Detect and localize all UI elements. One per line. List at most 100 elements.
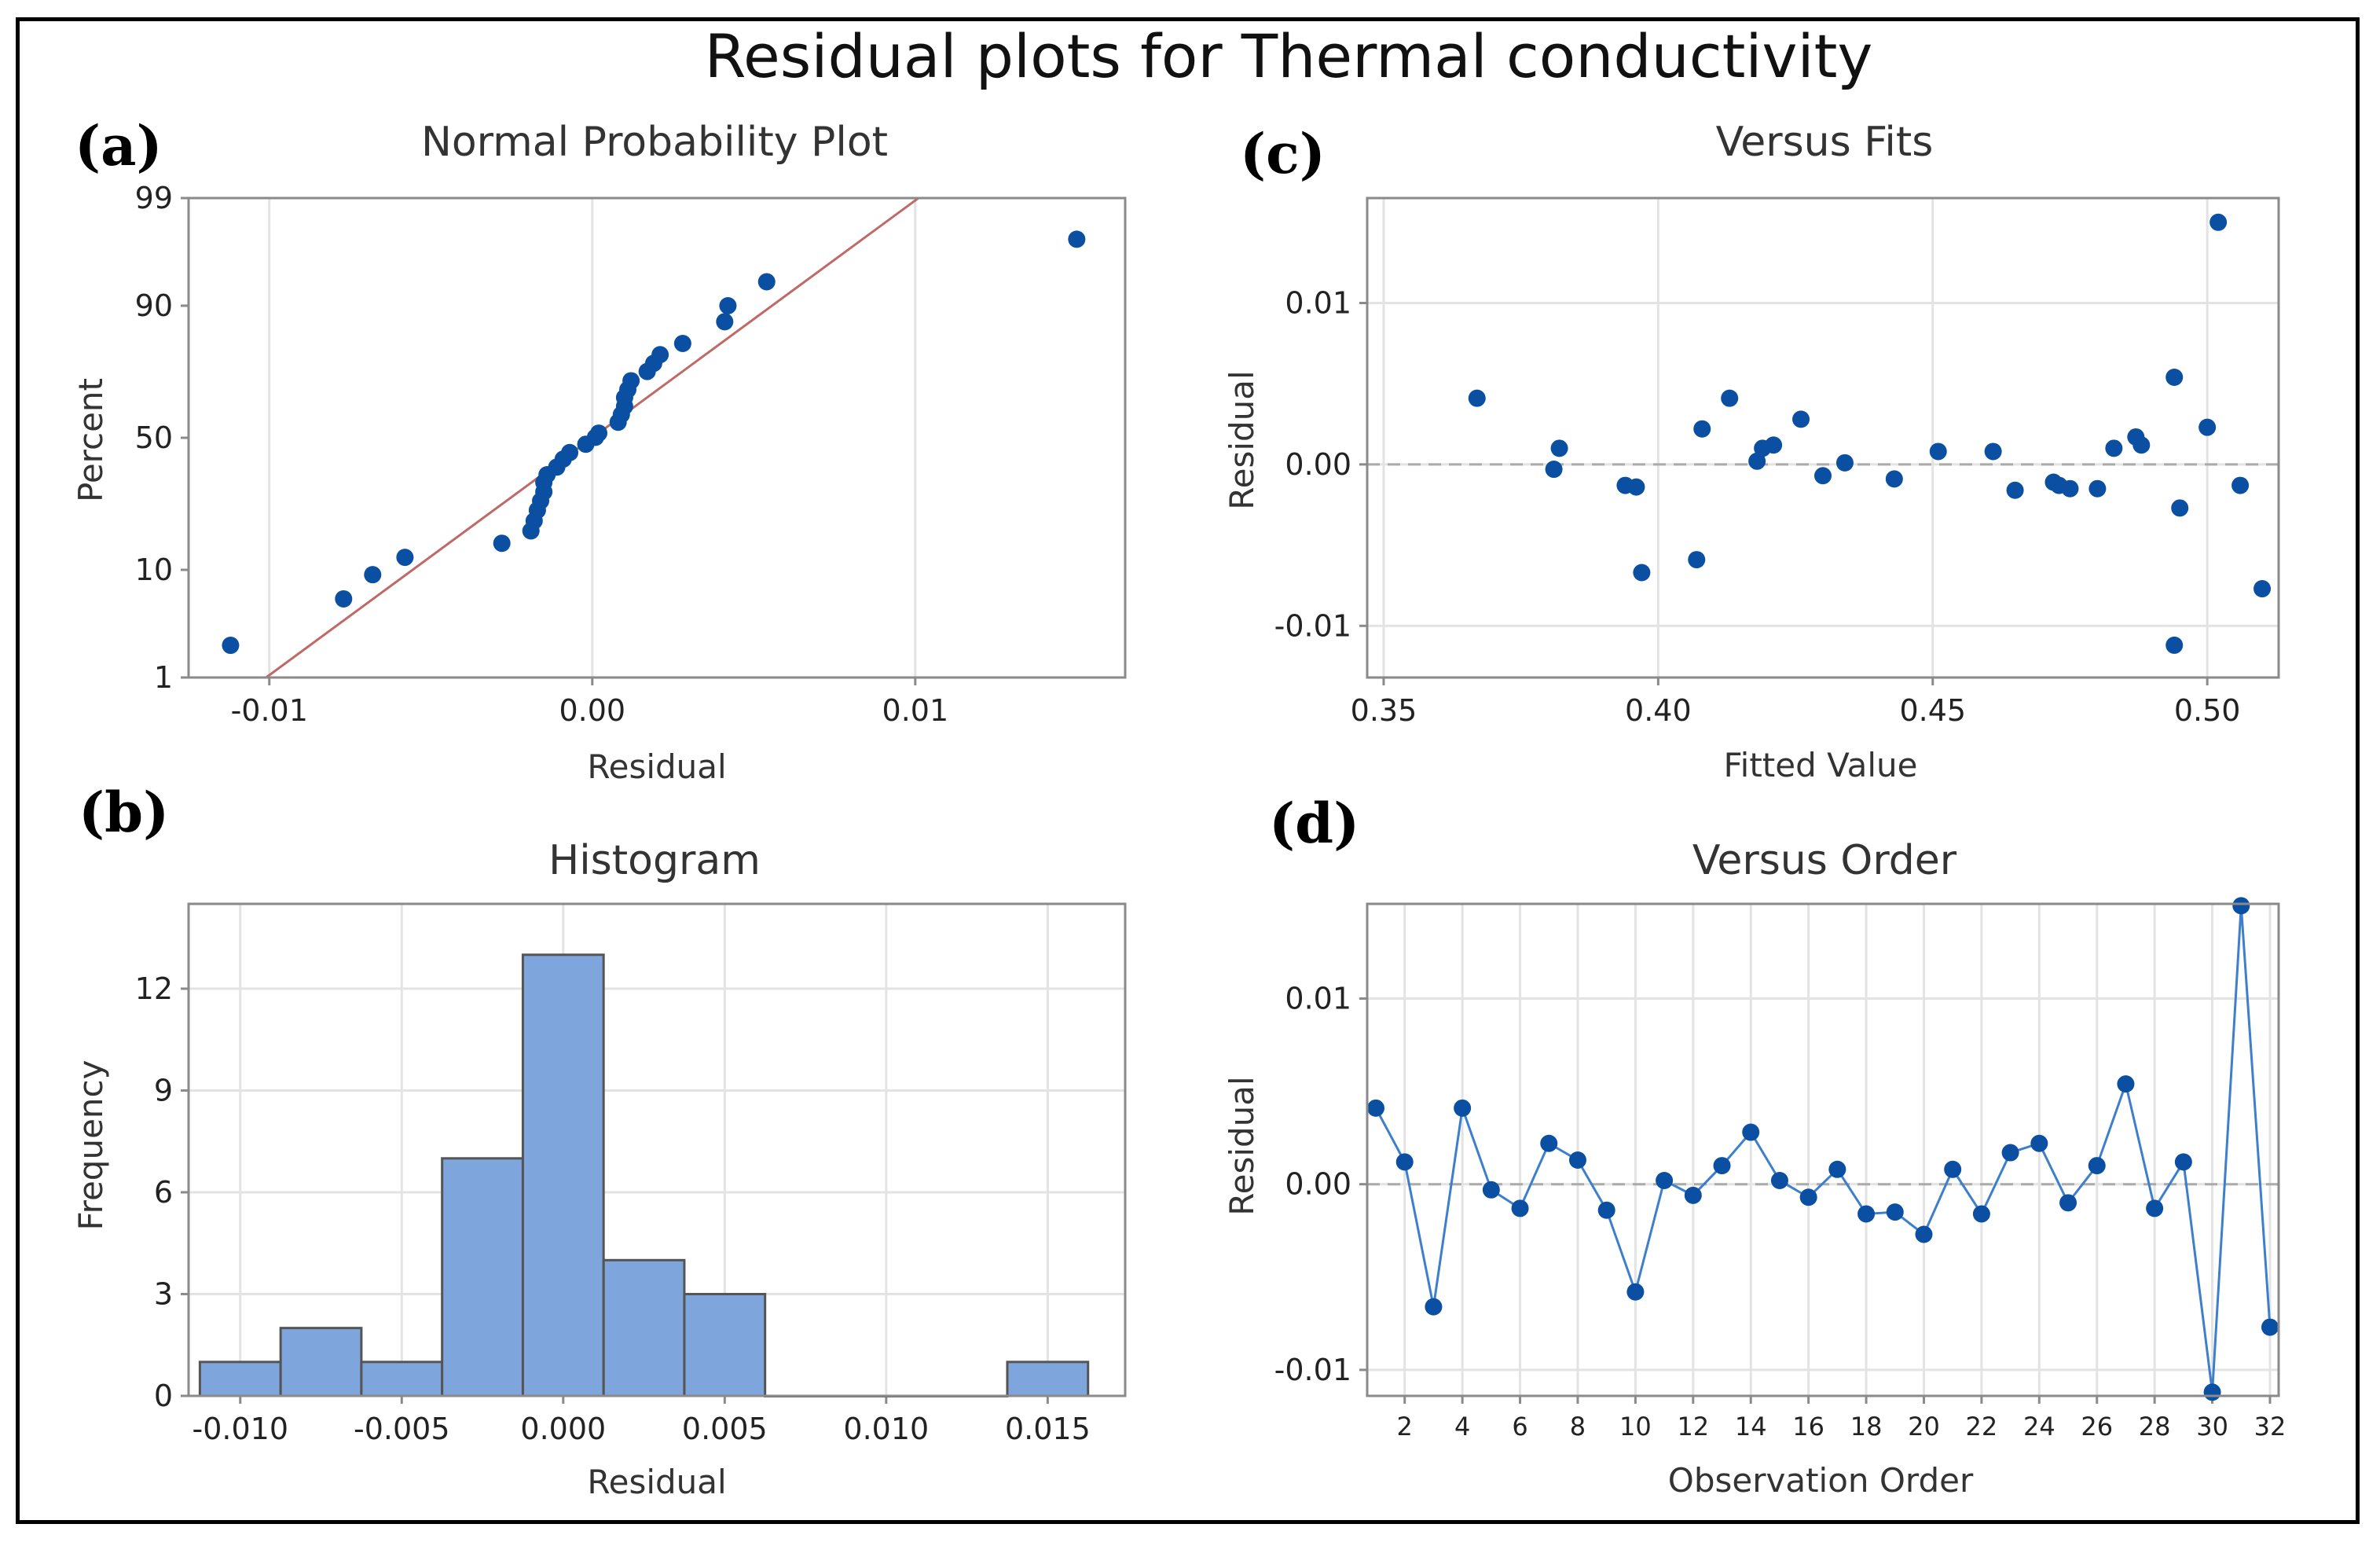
data-point: [1885, 470, 1903, 488]
data-point: [1944, 1160, 1962, 1178]
panel-d-x-tick-label: 16: [1792, 1412, 1824, 1441]
data-point: [2001, 1144, 2019, 1162]
panel-a-xlabel: Residual: [587, 747, 726, 786]
panel-d-x-tick-label: 26: [2081, 1412, 2113, 1441]
data-point: [2232, 897, 2250, 915]
panel-b-plot-frame: [187, 902, 1127, 1397]
panel-d-x-tick-label: 22: [1966, 1412, 1998, 1441]
panel-d-x-tick-label: 14: [1735, 1412, 1767, 1441]
data-point: [673, 334, 691, 352]
data-point: [1984, 443, 2002, 461]
data-point: [1550, 439, 1568, 457]
data-point: [2117, 1075, 2135, 1093]
data-point: [1828, 1160, 1846, 1178]
panel-d-y-tick-label: 0.00: [1285, 1167, 1351, 1202]
panel-b-x-tick-label: -0.005: [354, 1412, 450, 1446]
panel-versus-order: (d) Versus Order Observation Order Resid…: [1223, 791, 2286, 1500]
data-point: [1454, 1099, 1472, 1117]
data-point: [2171, 499, 2189, 517]
panel-letter-b: (b): [79, 780, 169, 845]
series-line: [1374, 905, 2272, 1393]
data-point: [590, 424, 608, 443]
data-point: [2174, 1153, 2192, 1171]
panel-versus-fits: (c) Versus Fits Fitted Value Residual 0.…: [1223, 119, 2280, 784]
panel-c-x-tick-label: 0.40: [1625, 693, 1692, 728]
data-point: [2253, 580, 2272, 598]
data-point: [2261, 1318, 2279, 1336]
panel-c-ylabel: Residual: [1223, 370, 1261, 509]
data-point: [2132, 436, 2151, 454]
data-point: [2059, 1194, 2077, 1212]
panel-b-y-tick-label: 0: [154, 1379, 173, 1413]
panel-c-y-tick-label: 0.01: [1285, 286, 1351, 321]
panel-d-x-tick-label: 12: [1677, 1412, 1709, 1441]
data-point: [2165, 368, 2184, 386]
panel-b-x-tick-label: 0.000: [520, 1412, 606, 1446]
data-point: [1425, 1298, 1443, 1316]
panel-normal-probability: (a) Normal Probability Plot Residual Per…: [72, 113, 1127, 786]
histogram-bar: [521, 953, 605, 1397]
panel-b-y-tick-label: 9: [154, 1073, 173, 1107]
panel-d-x-tick-label: 4: [1454, 1412, 1470, 1441]
panel-b-y-tick-label: 12: [135, 971, 173, 1006]
panel-d-x-tick-label: 24: [2023, 1412, 2055, 1441]
panel-d-x-tick-label: 30: [2196, 1412, 2228, 1441]
panel-d-x-tick-label: 32: [2254, 1412, 2286, 1441]
panel-b-xlabel: Residual: [587, 1463, 726, 1501]
figure-title: Residual plots for Thermal conductivity: [705, 21, 1873, 91]
panel-d-x-tick-label: 2: [1397, 1412, 1413, 1441]
data-point: [1468, 389, 1486, 407]
panel-d-x-tick-label: 8: [1570, 1412, 1586, 1441]
panel-b-y-tick-label: 3: [154, 1276, 173, 1311]
data-point: [1633, 564, 1651, 582]
panel-letter-a: (a): [75, 113, 163, 178]
panel-a-y-tick-label: 1: [154, 660, 173, 695]
data-point: [1765, 436, 1783, 454]
panel-c-x-tick-label: 0.45: [1899, 693, 1966, 728]
data-point: [1721, 389, 1739, 407]
data-point: [1656, 1171, 1674, 1189]
panel-d-y-tick-label: 0.01: [1285, 981, 1351, 1015]
data-point: [493, 534, 511, 553]
data-point: [2198, 418, 2217, 436]
panel-a-plot-frame: [187, 196, 1127, 679]
panel-d-ylabel: Residual: [1223, 1076, 1261, 1215]
data-point: [1742, 1123, 1760, 1141]
panel-b-y-tick-label: 6: [154, 1175, 173, 1210]
histogram-bar: [360, 1361, 444, 1397]
panel-a-x-tick-label: 0.01: [882, 693, 949, 728]
data-point: [1395, 1153, 1414, 1171]
data-point: [1929, 443, 1947, 461]
panel-c-xlabel: Fitted Value: [1724, 746, 1918, 784]
data-point: [2146, 1199, 2164, 1217]
data-point: [2203, 1383, 2221, 1401]
data-point: [1482, 1181, 1500, 1199]
data-point: [2088, 479, 2107, 498]
data-point: [1545, 461, 1563, 479]
panel-d-title: Versus Order: [1692, 837, 1957, 884]
data-point: [2061, 479, 2079, 498]
data-point: [2165, 636, 2184, 654]
data-point: [1626, 1283, 1645, 1301]
panel-d-x-tick-label: 20: [1908, 1412, 1940, 1441]
panel-a-title: Normal Probability Plot: [421, 119, 888, 166]
panel-b-title: Histogram: [548, 837, 761, 884]
data-point: [335, 589, 353, 608]
data-point: [1792, 410, 1810, 428]
data-point: [1770, 1171, 1788, 1189]
panel-d-x-tick-label: 10: [1619, 1412, 1652, 1441]
panel-c-x-tick-label: 0.35: [1351, 693, 1417, 728]
data-point: [622, 372, 640, 390]
data-point: [1627, 478, 1645, 496]
histogram-bar: [441, 1157, 524, 1397]
data-point: [1972, 1205, 1990, 1223]
panel-b-x-tick-label: 0.005: [682, 1412, 768, 1446]
panel-c-y-tick-label: -0.01: [1274, 608, 1351, 643]
data-point: [2209, 213, 2228, 231]
data-point: [2088, 1157, 2106, 1175]
data-point: [1684, 1186, 1702, 1204]
data-point: [2105, 439, 2123, 457]
data-point: [1540, 1134, 1558, 1152]
panel-a-y-tick-label: 10: [135, 553, 173, 587]
